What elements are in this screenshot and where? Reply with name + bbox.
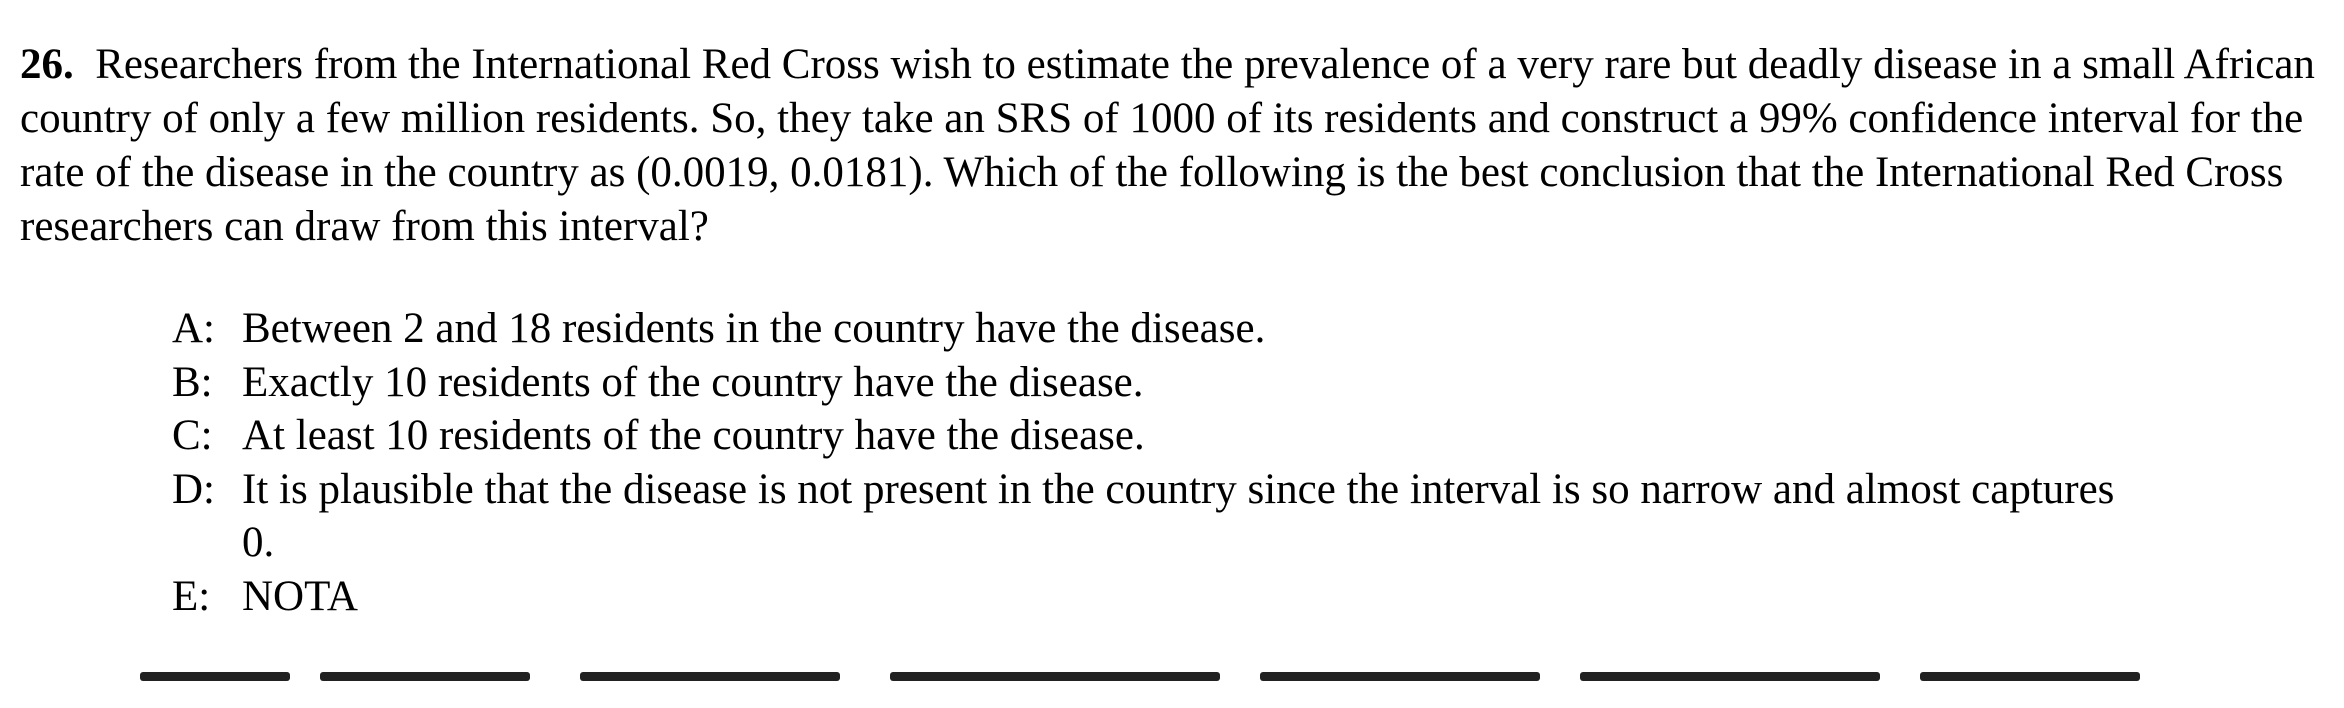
choice-letter: C: bbox=[172, 412, 213, 459]
choice-letter: B: bbox=[172, 358, 213, 406]
choice-text: NOTA bbox=[242, 572, 358, 620]
choice-letter: D: bbox=[172, 465, 215, 513]
choice-text: Between 2 and 18 residents in the countr… bbox=[242, 305, 1266, 352]
choice-c: C: At least 10 residents of the country … bbox=[172, 409, 2322, 463]
choice-text: It is plausible that the disease is not … bbox=[242, 465, 2115, 567]
cutoff-glyphs bbox=[1920, 672, 2140, 681]
choice-text: Exactly 10 residents of the country have… bbox=[242, 358, 1144, 406]
choice-text: At least 10 residents of the country hav… bbox=[242, 412, 1145, 459]
answer-choices: A: Between 2 and 18 residents in the cou… bbox=[172, 302, 2322, 623]
choice-letter: E: bbox=[172, 572, 211, 620]
choice-a: A: Between 2 and 18 residents in the cou… bbox=[172, 302, 2322, 356]
choice-b: B: Exactly 10 residents of the country h… bbox=[172, 356, 2322, 410]
cutoff-glyphs bbox=[1580, 672, 1880, 681]
choice-e: E: NOTA bbox=[172, 570, 2322, 624]
question-number: 26. bbox=[20, 41, 74, 88]
choice-letter: A: bbox=[172, 305, 215, 352]
cutoff-glyphs bbox=[140, 672, 290, 681]
cutoff-glyphs bbox=[580, 672, 840, 681]
question-26: 26. Researchers from the International R… bbox=[20, 38, 2320, 254]
next-question-cutoff-text bbox=[20, 668, 2200, 708]
cutoff-glyphs bbox=[890, 672, 1220, 681]
question-text: Researchers from the International Red C… bbox=[20, 41, 2315, 250]
cutoff-glyphs bbox=[1260, 672, 1540, 681]
choice-d: D: It is plausible that the disease is n… bbox=[172, 463, 2322, 570]
cutoff-glyphs bbox=[320, 672, 530, 681]
